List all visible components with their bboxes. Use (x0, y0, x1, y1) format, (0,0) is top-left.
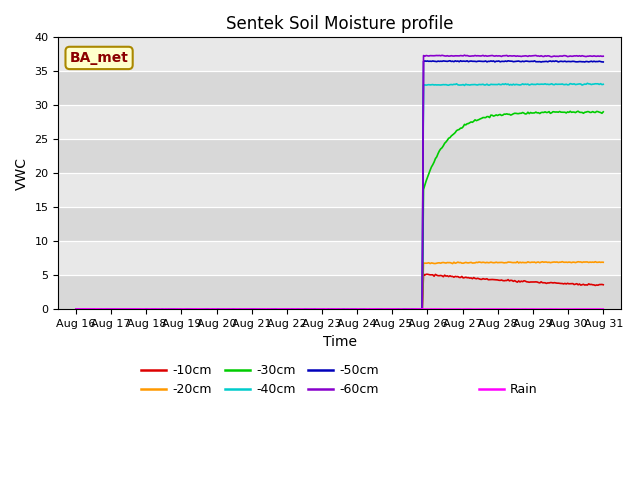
Bar (58, 241, 621, 276)
Bar (58, 173, 621, 207)
Bar (58, 37, 621, 72)
Bar (58, 139, 621, 173)
Title: Sentek Soil Moisture profile: Sentek Soil Moisture profile (226, 15, 453, 33)
Bar (58, 105, 621, 139)
Text: BA_met: BA_met (70, 51, 129, 65)
Y-axis label: VWC: VWC (15, 157, 29, 190)
Bar (58, 207, 621, 241)
Bar (58, 276, 621, 310)
X-axis label: Time: Time (323, 335, 356, 348)
Bar (58, 72, 621, 105)
Legend: -10cm, -20cm, -30cm, -40cm, -50cm, -60cm, , , , , , Rain: -10cm, -20cm, -30cm, -40cm, -50cm, -60cm… (136, 359, 543, 401)
